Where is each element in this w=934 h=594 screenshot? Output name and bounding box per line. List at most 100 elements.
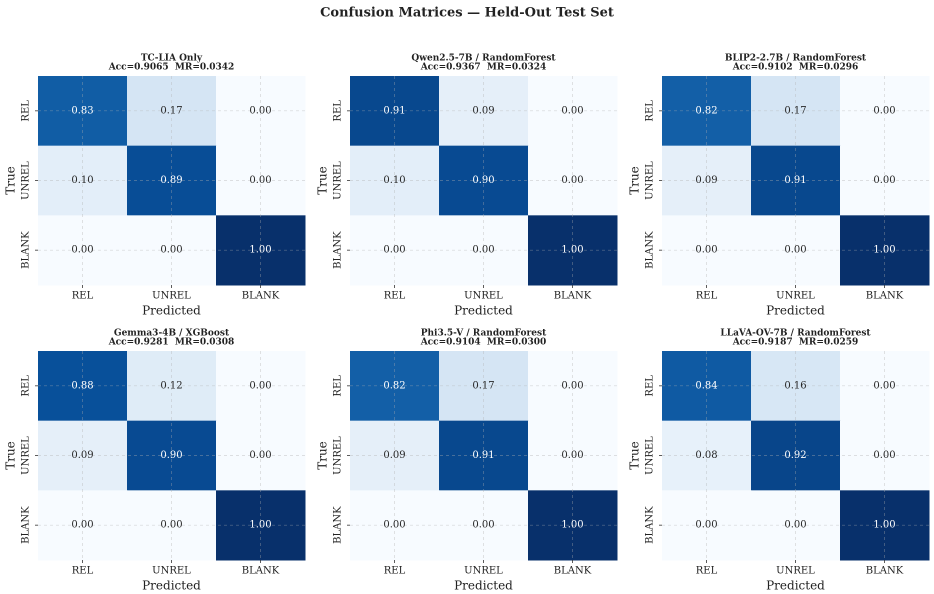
y-tick-label: BLANK bbox=[21, 506, 32, 544]
panel-subtitle: Acc=0.9281 MR=0.0308 bbox=[108, 338, 235, 348]
panel-subtitle: Acc=0.9102 MR=0.0296 bbox=[732, 63, 859, 73]
x-tick-label: UNREL bbox=[776, 566, 815, 577]
x-axis-label: Predicted bbox=[454, 579, 513, 593]
figure-title: Confusion Matrices — Held-Out Test Set bbox=[320, 6, 614, 21]
value-label: 0.00 bbox=[561, 105, 583, 116]
y-axis-label: True bbox=[628, 166, 642, 195]
panel-title: BLIP2-2.7B / RandomForest bbox=[725, 54, 867, 64]
value-label: 0.09 bbox=[71, 450, 93, 461]
x-tick-label: BLANK bbox=[242, 566, 280, 577]
x-tick-label: BLANK bbox=[554, 566, 592, 577]
value-label: 0.00 bbox=[784, 520, 806, 531]
y-tick-label: BLANK bbox=[21, 231, 32, 269]
x-tick-label: REL bbox=[72, 291, 94, 302]
value-label: 0.82 bbox=[383, 380, 405, 391]
y-axis-label: True bbox=[628, 441, 642, 470]
value-label: 1.00 bbox=[873, 520, 895, 531]
x-tick-label: BLANK bbox=[242, 291, 280, 302]
value-label: 0.84 bbox=[695, 380, 717, 391]
x-axis-label: Predicted bbox=[142, 304, 201, 318]
value-label: 0.16 bbox=[784, 380, 806, 391]
value-label: 0.00 bbox=[249, 450, 271, 461]
value-label: 0.00 bbox=[71, 520, 93, 531]
panel-title: LLaVA-OV-7B / RandomForest bbox=[720, 329, 871, 339]
x-tick-label: BLANK bbox=[554, 291, 592, 302]
y-tick-label: UNREL bbox=[645, 436, 656, 475]
y-tick-label: UNREL bbox=[21, 436, 32, 475]
value-label: 0.00 bbox=[383, 245, 405, 256]
y-axis-label: True bbox=[4, 166, 18, 195]
y-tick-label: BLANK bbox=[645, 231, 656, 269]
value-label: 0.09 bbox=[383, 450, 405, 461]
panel-subtitle: Acc=0.9104 MR=0.0300 bbox=[420, 338, 547, 348]
value-label: 1.00 bbox=[249, 245, 271, 256]
value-label: 0.90 bbox=[472, 175, 494, 186]
y-tick-label: BLANK bbox=[333, 506, 344, 544]
x-axis-label: Predicted bbox=[766, 579, 825, 593]
x-tick-label: REL bbox=[696, 566, 718, 577]
value-label: 0.91 bbox=[472, 450, 494, 461]
value-label: 0.00 bbox=[873, 105, 895, 116]
value-label: 0.10 bbox=[383, 175, 405, 186]
panel-subtitle: Acc=0.9065 MR=0.0342 bbox=[108, 63, 235, 73]
value-label: 0.00 bbox=[383, 520, 405, 531]
y-axis-label: True bbox=[316, 166, 330, 195]
value-label: 0.00 bbox=[160, 245, 182, 256]
panel-subtitle: Acc=0.9187 MR=0.0259 bbox=[732, 338, 859, 348]
value-label: 1.00 bbox=[873, 245, 895, 256]
y-tick-label: UNREL bbox=[333, 436, 344, 475]
value-label: 0.00 bbox=[695, 520, 717, 531]
y-tick-label: UNREL bbox=[21, 161, 32, 200]
y-tick-label: REL bbox=[21, 375, 32, 397]
x-tick-label: BLANK bbox=[866, 566, 904, 577]
x-tick-label: UNREL bbox=[464, 566, 503, 577]
value-label: 0.17 bbox=[472, 380, 494, 391]
y-tick-label: UNREL bbox=[333, 161, 344, 200]
x-tick-label: REL bbox=[696, 291, 718, 302]
value-label: 0.00 bbox=[784, 245, 806, 256]
x-tick-label: UNREL bbox=[152, 566, 191, 577]
y-tick-label: REL bbox=[333, 100, 344, 122]
value-label: 0.00 bbox=[249, 105, 271, 116]
x-tick-label: UNREL bbox=[152, 291, 191, 302]
value-label: 0.17 bbox=[784, 105, 806, 116]
value-label: 0.00 bbox=[249, 380, 271, 391]
x-tick-label: BLANK bbox=[866, 291, 904, 302]
value-label: 0.89 bbox=[160, 175, 182, 186]
value-label: 1.00 bbox=[561, 520, 583, 531]
panel-subtitle: Acc=0.9367 MR=0.0324 bbox=[420, 63, 547, 73]
value-label: 0.09 bbox=[472, 105, 494, 116]
value-label: 0.90 bbox=[160, 450, 182, 461]
value-label: 0.12 bbox=[160, 380, 182, 391]
value-label: 0.00 bbox=[472, 520, 494, 531]
panel-title: TC-LIA Only bbox=[141, 54, 203, 64]
y-tick-label: BLANK bbox=[333, 231, 344, 269]
value-label: 0.00 bbox=[873, 380, 895, 391]
x-tick-label: UNREL bbox=[464, 291, 503, 302]
value-label: 0.00 bbox=[160, 520, 182, 531]
value-label: 0.00 bbox=[472, 245, 494, 256]
y-tick-label: REL bbox=[333, 375, 344, 397]
y-tick-label: REL bbox=[645, 100, 656, 122]
value-label: 0.91 bbox=[784, 175, 806, 186]
value-label: 0.88 bbox=[71, 380, 93, 391]
value-label: 1.00 bbox=[561, 245, 583, 256]
value-label: 1.00 bbox=[249, 520, 271, 531]
x-tick-label: REL bbox=[384, 566, 406, 577]
panel-title: Gemma3-4B / XGBoost bbox=[114, 329, 230, 339]
value-label: 0.00 bbox=[873, 175, 895, 186]
value-label: 0.08 bbox=[695, 450, 717, 461]
value-label: 0.00 bbox=[561, 450, 583, 461]
y-tick-label: REL bbox=[645, 375, 656, 397]
y-axis-label: True bbox=[4, 441, 18, 470]
value-label: 0.00 bbox=[561, 380, 583, 391]
panel-title: Phi3.5-V / RandomForest bbox=[421, 329, 547, 339]
value-label: 0.00 bbox=[873, 450, 895, 461]
value-label: 0.00 bbox=[561, 175, 583, 186]
value-label: 0.92 bbox=[784, 450, 806, 461]
value-label: 0.91 bbox=[383, 105, 405, 116]
value-label: 0.09 bbox=[695, 175, 717, 186]
value-label: 0.00 bbox=[695, 245, 717, 256]
y-tick-label: BLANK bbox=[645, 506, 656, 544]
